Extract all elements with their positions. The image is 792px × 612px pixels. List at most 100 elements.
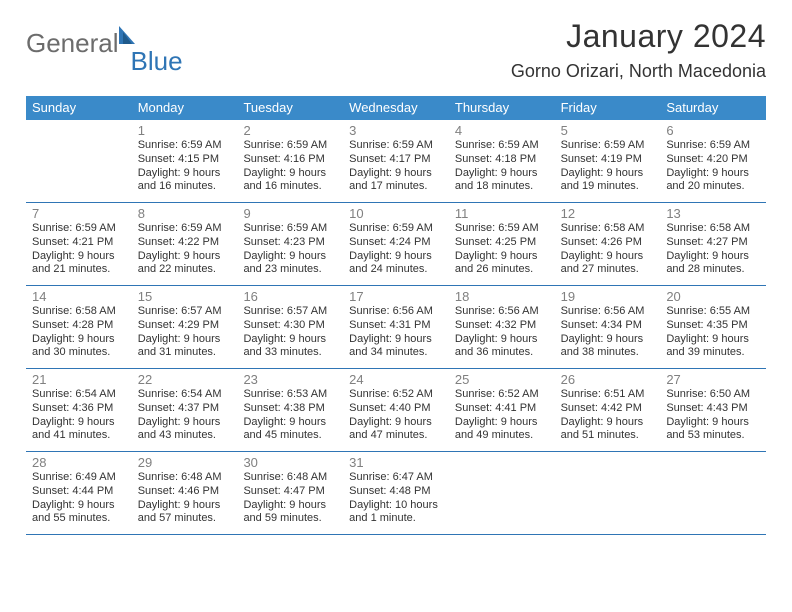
sunset-text: Sunset: 4:38 PM xyxy=(243,402,337,416)
sunrise-text: Sunrise: 6:59 AM xyxy=(455,222,549,236)
day-number: 26 xyxy=(561,372,655,387)
sunset-text: Sunset: 4:30 PM xyxy=(243,319,337,333)
sunset-text: Sunset: 4:47 PM xyxy=(243,485,337,499)
header: General Blue January 2024 Gorno Orizari,… xyxy=(26,18,766,82)
sunset-text: Sunset: 4:44 PM xyxy=(32,485,126,499)
day-number: 25 xyxy=(455,372,549,387)
sunset-text: Sunset: 4:27 PM xyxy=(666,236,760,250)
day-cell: 5Sunrise: 6:59 AMSunset: 4:19 PMDaylight… xyxy=(555,120,661,202)
day-cell: 31Sunrise: 6:47 AMSunset: 4:48 PMDayligh… xyxy=(343,452,449,534)
sunset-text: Sunset: 4:43 PM xyxy=(666,402,760,416)
day-cell: 22Sunrise: 6:54 AMSunset: 4:37 PMDayligh… xyxy=(132,369,238,451)
day-number: 23 xyxy=(243,372,337,387)
sunset-text: Sunset: 4:15 PM xyxy=(138,153,232,167)
daylight-text: Daylight: 9 hours and 19 minutes. xyxy=(561,167,655,195)
sunset-text: Sunset: 4:48 PM xyxy=(349,485,443,499)
sunset-text: Sunset: 4:35 PM xyxy=(666,319,760,333)
sunset-text: Sunset: 4:21 PM xyxy=(32,236,126,250)
week-row: 14Sunrise: 6:58 AMSunset: 4:28 PMDayligh… xyxy=(26,286,766,369)
sunset-text: Sunset: 4:28 PM xyxy=(32,319,126,333)
col-sunday: Sunday xyxy=(26,96,132,120)
logo: General Blue xyxy=(26,18,183,59)
day-cell: 18Sunrise: 6:56 AMSunset: 4:32 PMDayligh… xyxy=(449,286,555,368)
day-cell: 25Sunrise: 6:52 AMSunset: 4:41 PMDayligh… xyxy=(449,369,555,451)
daylight-text: Daylight: 9 hours and 55 minutes. xyxy=(32,499,126,527)
sunrise-text: Sunrise: 6:54 AM xyxy=(138,388,232,402)
sunrise-text: Sunrise: 6:52 AM xyxy=(455,388,549,402)
week-row: 28Sunrise: 6:49 AMSunset: 4:44 PMDayligh… xyxy=(26,452,766,535)
daylight-text: Daylight: 9 hours and 22 minutes. xyxy=(138,250,232,278)
daylight-text: Daylight: 9 hours and 43 minutes. xyxy=(138,416,232,444)
day-number: 12 xyxy=(561,206,655,221)
day-cell: 21Sunrise: 6:54 AMSunset: 4:36 PMDayligh… xyxy=(26,369,132,451)
sunrise-text: Sunrise: 6:59 AM xyxy=(349,139,443,153)
day-number: 13 xyxy=(666,206,760,221)
daylight-text: Daylight: 9 hours and 27 minutes. xyxy=(561,250,655,278)
day-cell: 9Sunrise: 6:59 AMSunset: 4:23 PMDaylight… xyxy=(237,203,343,285)
day-number: 9 xyxy=(243,206,337,221)
day-number: 11 xyxy=(455,206,549,221)
sunset-text: Sunset: 4:32 PM xyxy=(455,319,549,333)
sunrise-text: Sunrise: 6:49 AM xyxy=(32,471,126,485)
day-number: 15 xyxy=(138,289,232,304)
day-cell: 4Sunrise: 6:59 AMSunset: 4:18 PMDaylight… xyxy=(449,120,555,202)
day-number: 30 xyxy=(243,455,337,470)
col-friday: Friday xyxy=(555,96,661,120)
sunrise-text: Sunrise: 6:53 AM xyxy=(243,388,337,402)
day-cell xyxy=(660,452,766,534)
sunrise-text: Sunrise: 6:57 AM xyxy=(138,305,232,319)
sunset-text: Sunset: 4:40 PM xyxy=(349,402,443,416)
daylight-text: Daylight: 9 hours and 20 minutes. xyxy=(666,167,760,195)
col-tuesday: Tuesday xyxy=(237,96,343,120)
daylight-text: Daylight: 9 hours and 51 minutes. xyxy=(561,416,655,444)
daylight-text: Daylight: 9 hours and 26 minutes. xyxy=(455,250,549,278)
sunrise-text: Sunrise: 6:48 AM xyxy=(138,471,232,485)
daylight-text: Daylight: 9 hours and 39 minutes. xyxy=(666,333,760,361)
day-cell: 24Sunrise: 6:52 AMSunset: 4:40 PMDayligh… xyxy=(343,369,449,451)
daylight-text: Daylight: 9 hours and 16 minutes. xyxy=(243,167,337,195)
day-cell: 17Sunrise: 6:56 AMSunset: 4:31 PMDayligh… xyxy=(343,286,449,368)
sunrise-text: Sunrise: 6:55 AM xyxy=(666,305,760,319)
daylight-text: Daylight: 9 hours and 57 minutes. xyxy=(138,499,232,527)
daylight-text: Daylight: 10 hours and 1 minute. xyxy=(349,499,443,527)
sunset-text: Sunset: 4:36 PM xyxy=(32,402,126,416)
daylight-text: Daylight: 9 hours and 36 minutes. xyxy=(455,333,549,361)
sunrise-text: Sunrise: 6:56 AM xyxy=(349,305,443,319)
sunrise-text: Sunrise: 6:47 AM xyxy=(349,471,443,485)
week-row: 1Sunrise: 6:59 AMSunset: 4:15 PMDaylight… xyxy=(26,120,766,203)
day-cell: 8Sunrise: 6:59 AMSunset: 4:22 PMDaylight… xyxy=(132,203,238,285)
sunset-text: Sunset: 4:26 PM xyxy=(561,236,655,250)
sunrise-text: Sunrise: 6:58 AM xyxy=(32,305,126,319)
sunset-text: Sunset: 4:46 PM xyxy=(138,485,232,499)
sunrise-text: Sunrise: 6:54 AM xyxy=(32,388,126,402)
day-cell: 23Sunrise: 6:53 AMSunset: 4:38 PMDayligh… xyxy=(237,369,343,451)
sunset-text: Sunset: 4:31 PM xyxy=(349,319,443,333)
sunrise-text: Sunrise: 6:56 AM xyxy=(455,305,549,319)
col-monday: Monday xyxy=(132,96,238,120)
calendar: Sunday Monday Tuesday Wednesday Thursday… xyxy=(26,96,766,535)
sunset-text: Sunset: 4:20 PM xyxy=(666,153,760,167)
day-number: 2 xyxy=(243,123,337,138)
daylight-text: Daylight: 9 hours and 33 minutes. xyxy=(243,333,337,361)
sunrise-text: Sunrise: 6:50 AM xyxy=(666,388,760,402)
day-cell: 11Sunrise: 6:59 AMSunset: 4:25 PMDayligh… xyxy=(449,203,555,285)
daylight-text: Daylight: 9 hours and 16 minutes. xyxy=(138,167,232,195)
sunset-text: Sunset: 4:16 PM xyxy=(243,153,337,167)
day-cell: 26Sunrise: 6:51 AMSunset: 4:42 PMDayligh… xyxy=(555,369,661,451)
day-number: 27 xyxy=(666,372,760,387)
day-cell: 28Sunrise: 6:49 AMSunset: 4:44 PMDayligh… xyxy=(26,452,132,534)
col-wednesday: Wednesday xyxy=(343,96,449,120)
daylight-text: Daylight: 9 hours and 18 minutes. xyxy=(455,167,549,195)
sunrise-text: Sunrise: 6:52 AM xyxy=(349,388,443,402)
day-number: 7 xyxy=(32,206,126,221)
col-saturday: Saturday xyxy=(660,96,766,120)
day-number: 5 xyxy=(561,123,655,138)
sunrise-text: Sunrise: 6:58 AM xyxy=(666,222,760,236)
day-cell: 16Sunrise: 6:57 AMSunset: 4:30 PMDayligh… xyxy=(237,286,343,368)
day-cell xyxy=(26,120,132,202)
day-number: 3 xyxy=(349,123,443,138)
daylight-text: Daylight: 9 hours and 38 minutes. xyxy=(561,333,655,361)
sunset-text: Sunset: 4:29 PM xyxy=(138,319,232,333)
day-number: 28 xyxy=(32,455,126,470)
day-number: 31 xyxy=(349,455,443,470)
